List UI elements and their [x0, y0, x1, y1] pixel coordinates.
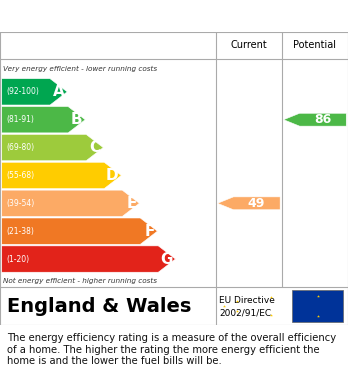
Text: Not energy efficient - higher running costs: Not energy efficient - higher running co… — [3, 278, 158, 284]
Text: Energy Efficiency Rating: Energy Efficiency Rating — [7, 7, 236, 25]
Text: F: F — [144, 224, 155, 239]
Text: A: A — [53, 84, 65, 99]
Text: England & Wales: England & Wales — [7, 296, 191, 316]
Text: Very energy efficient - lower running costs: Very energy efficient - lower running co… — [3, 66, 158, 72]
Text: (1-20): (1-20) — [6, 255, 29, 264]
Text: (21-38): (21-38) — [6, 227, 34, 236]
Text: (81-91): (81-91) — [6, 115, 34, 124]
Polygon shape — [2, 246, 175, 272]
Polygon shape — [218, 197, 280, 210]
Text: 86: 86 — [314, 113, 331, 126]
Polygon shape — [2, 218, 157, 244]
Polygon shape — [2, 162, 121, 188]
Text: Potential: Potential — [293, 40, 337, 50]
Text: 49: 49 — [248, 197, 265, 210]
Text: C: C — [89, 140, 101, 155]
Text: 2002/91/EC: 2002/91/EC — [219, 308, 271, 317]
FancyBboxPatch shape — [292, 290, 343, 322]
Polygon shape — [2, 135, 103, 161]
Text: D: D — [106, 168, 119, 183]
Polygon shape — [2, 79, 67, 105]
Text: (69-80): (69-80) — [6, 143, 34, 152]
Text: (39-54): (39-54) — [6, 199, 34, 208]
Polygon shape — [284, 113, 346, 126]
Text: (92-100): (92-100) — [6, 87, 39, 96]
Text: E: E — [126, 196, 137, 211]
Text: The energy efficiency rating is a measure of the overall efficiency of a home. T: The energy efficiency rating is a measur… — [7, 333, 336, 366]
Text: G: G — [160, 251, 173, 267]
Text: B: B — [71, 112, 82, 127]
Text: EU Directive: EU Directive — [219, 296, 275, 305]
Polygon shape — [2, 106, 85, 133]
Text: Current: Current — [230, 40, 267, 50]
Text: (55-68): (55-68) — [6, 171, 34, 180]
Polygon shape — [2, 190, 139, 217]
